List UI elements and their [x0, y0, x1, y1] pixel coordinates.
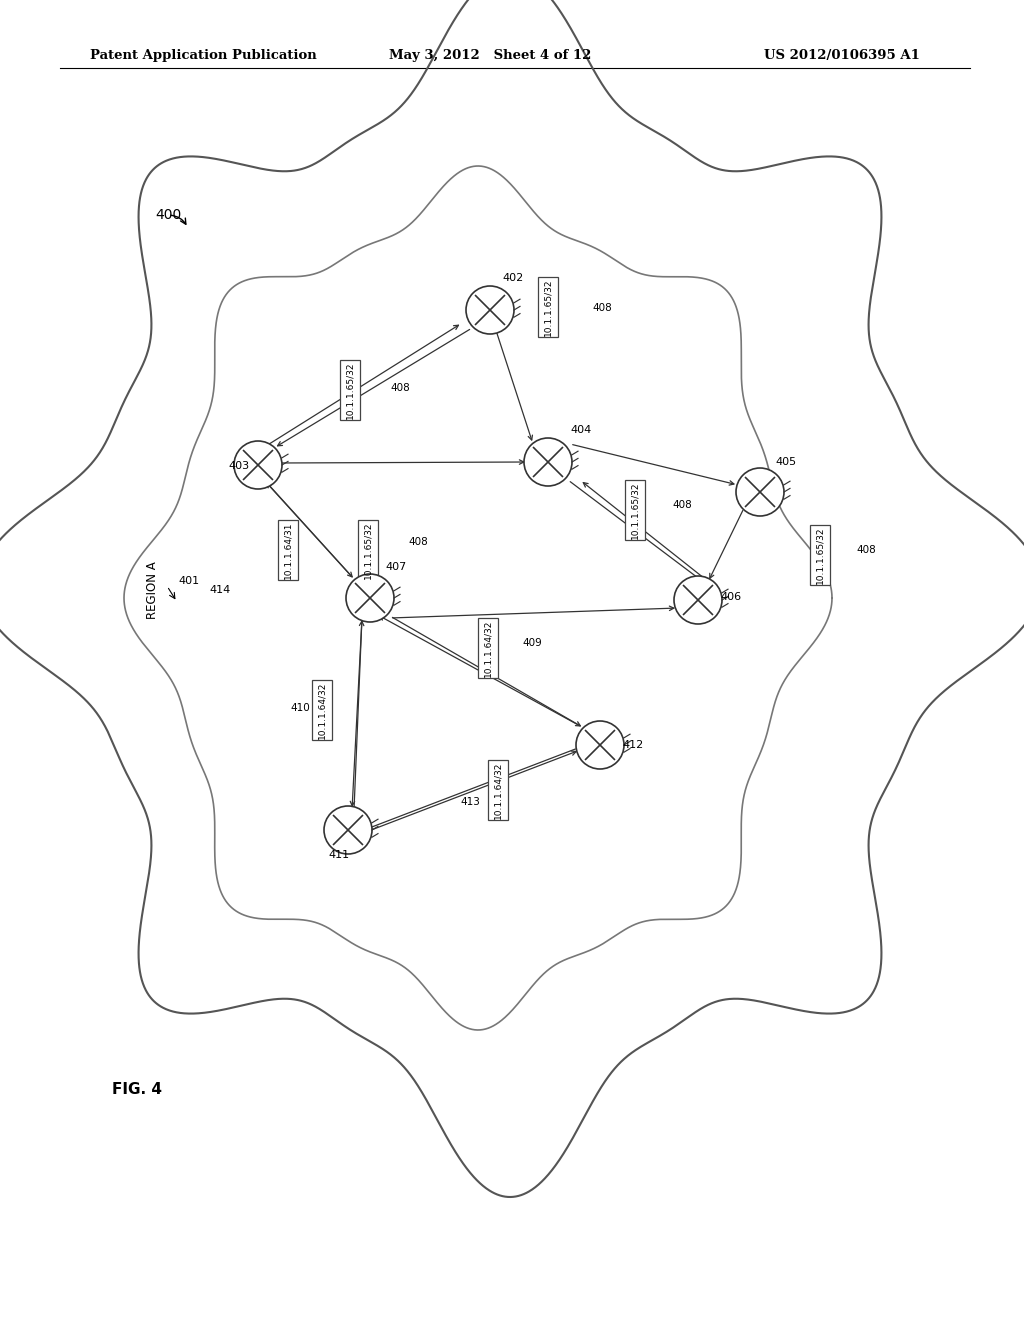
Text: 10.1.1.64/32: 10.1.1.64/32 — [483, 619, 493, 677]
Text: 10.1.1.64/32: 10.1.1.64/32 — [317, 681, 327, 739]
FancyBboxPatch shape — [488, 760, 508, 820]
FancyBboxPatch shape — [340, 360, 360, 420]
Text: 406: 406 — [720, 591, 741, 602]
FancyBboxPatch shape — [810, 525, 830, 585]
Text: 411: 411 — [328, 850, 349, 861]
Text: May 3, 2012   Sheet 4 of 12: May 3, 2012 Sheet 4 of 12 — [389, 49, 591, 62]
Text: 10.1.1.65/32: 10.1.1.65/32 — [345, 362, 354, 418]
Text: 408: 408 — [408, 537, 428, 546]
Text: US 2012/0106395 A1: US 2012/0106395 A1 — [764, 49, 920, 62]
Text: 404: 404 — [570, 425, 591, 436]
Text: 409: 409 — [522, 638, 542, 648]
Text: 402: 402 — [502, 273, 523, 282]
Circle shape — [524, 438, 572, 486]
Circle shape — [575, 721, 624, 770]
Text: Patent Application Publication: Patent Application Publication — [90, 49, 316, 62]
Text: 10.1.1.65/32: 10.1.1.65/32 — [544, 279, 553, 335]
Text: 10.1.1.64/32: 10.1.1.64/32 — [494, 762, 503, 818]
FancyBboxPatch shape — [312, 680, 332, 741]
FancyBboxPatch shape — [358, 520, 378, 579]
FancyBboxPatch shape — [278, 520, 298, 579]
Text: 10.1.1.64/31: 10.1.1.64/31 — [284, 521, 293, 578]
Text: 401: 401 — [178, 576, 199, 586]
Text: 408: 408 — [390, 383, 410, 393]
Text: 408: 408 — [672, 500, 692, 510]
FancyBboxPatch shape — [625, 480, 645, 540]
FancyBboxPatch shape — [538, 277, 558, 337]
Text: 412: 412 — [622, 741, 643, 750]
Circle shape — [324, 807, 372, 854]
Text: 410: 410 — [290, 704, 309, 713]
Text: 405: 405 — [775, 457, 796, 467]
Text: REGION A: REGION A — [146, 561, 160, 619]
Text: 407: 407 — [385, 562, 407, 572]
Text: 10.1.1.65/32: 10.1.1.65/32 — [631, 482, 640, 539]
Circle shape — [736, 469, 784, 516]
FancyBboxPatch shape — [478, 618, 498, 678]
Circle shape — [234, 441, 282, 488]
Circle shape — [346, 574, 394, 622]
Text: 413: 413 — [460, 797, 480, 807]
Text: 403: 403 — [228, 461, 249, 471]
Circle shape — [674, 576, 722, 624]
Text: 414: 414 — [209, 585, 230, 595]
Text: 10.1.1.65/32: 10.1.1.65/32 — [815, 527, 824, 583]
Text: 10.1.1.65/32: 10.1.1.65/32 — [364, 521, 373, 578]
Text: 408: 408 — [856, 545, 876, 554]
Text: FIG. 4: FIG. 4 — [112, 1082, 162, 1097]
Text: 400: 400 — [155, 209, 181, 222]
Circle shape — [466, 286, 514, 334]
Text: 408: 408 — [592, 304, 611, 313]
